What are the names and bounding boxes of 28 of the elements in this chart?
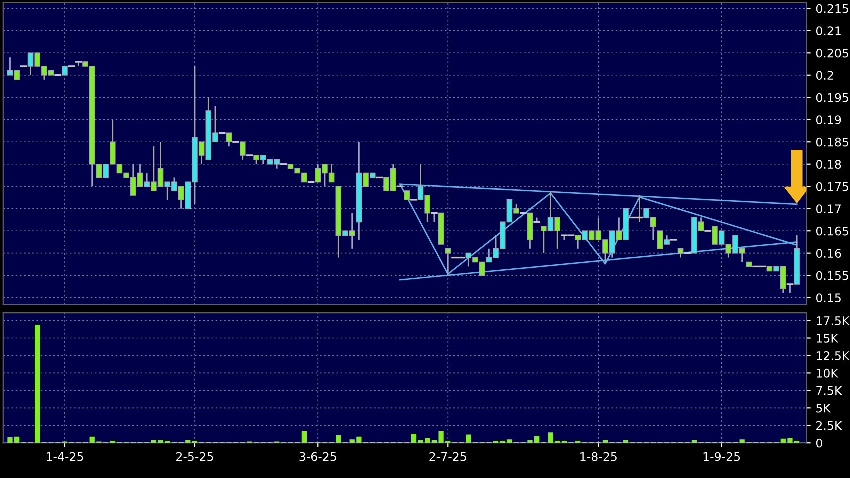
y-tick-label: 2.5K bbox=[816, 421, 842, 430]
y-tick-label: 0.215 bbox=[816, 4, 848, 14]
y-tick-label: 0.195 bbox=[816, 93, 848, 102]
x-tick-label: 2-5-25 bbox=[176, 452, 214, 462]
y-tick-label: 0.21 bbox=[816, 26, 841, 36]
y-tick-label: 0 bbox=[816, 438, 822, 448]
y-tick-label: 0.175 bbox=[816, 182, 848, 192]
y-tick-label: 0.205 bbox=[816, 48, 848, 58]
y-tick-label: 0.16 bbox=[816, 249, 842, 258]
y-tick-label: 0.15 bbox=[816, 294, 841, 302]
y-tick-label: 7.5K bbox=[816, 386, 842, 396]
y-tick-label: 10K bbox=[816, 368, 839, 378]
y-tick-label: 0.185 bbox=[816, 138, 848, 147]
y-tick-label: 5K bbox=[816, 404, 832, 413]
x-tick-label: 1-8-25 bbox=[580, 452, 617, 462]
y-tick-label: 0.155 bbox=[816, 271, 848, 280]
x-tick-label: 1-4-25 bbox=[46, 452, 84, 462]
y-tick-label: 0.165 bbox=[816, 226, 848, 236]
x-tick-label: 2-7-25 bbox=[430, 452, 466, 462]
y-tick-label: 15K bbox=[816, 334, 839, 343]
x-tick-label: 1-9-25 bbox=[704, 452, 740, 462]
y-tick-label: 0.19 bbox=[816, 116, 842, 125]
y-tick-label: 0.18 bbox=[816, 160, 842, 170]
y-tick-label: 0.2 bbox=[816, 71, 834, 80]
y-tick-label: 0.17 bbox=[816, 204, 841, 214]
y-tick-label: 12.5K bbox=[816, 351, 850, 360]
y-tick-label: 17.5K bbox=[816, 316, 850, 326]
x-tick-label: 3-6-25 bbox=[300, 452, 336, 462]
